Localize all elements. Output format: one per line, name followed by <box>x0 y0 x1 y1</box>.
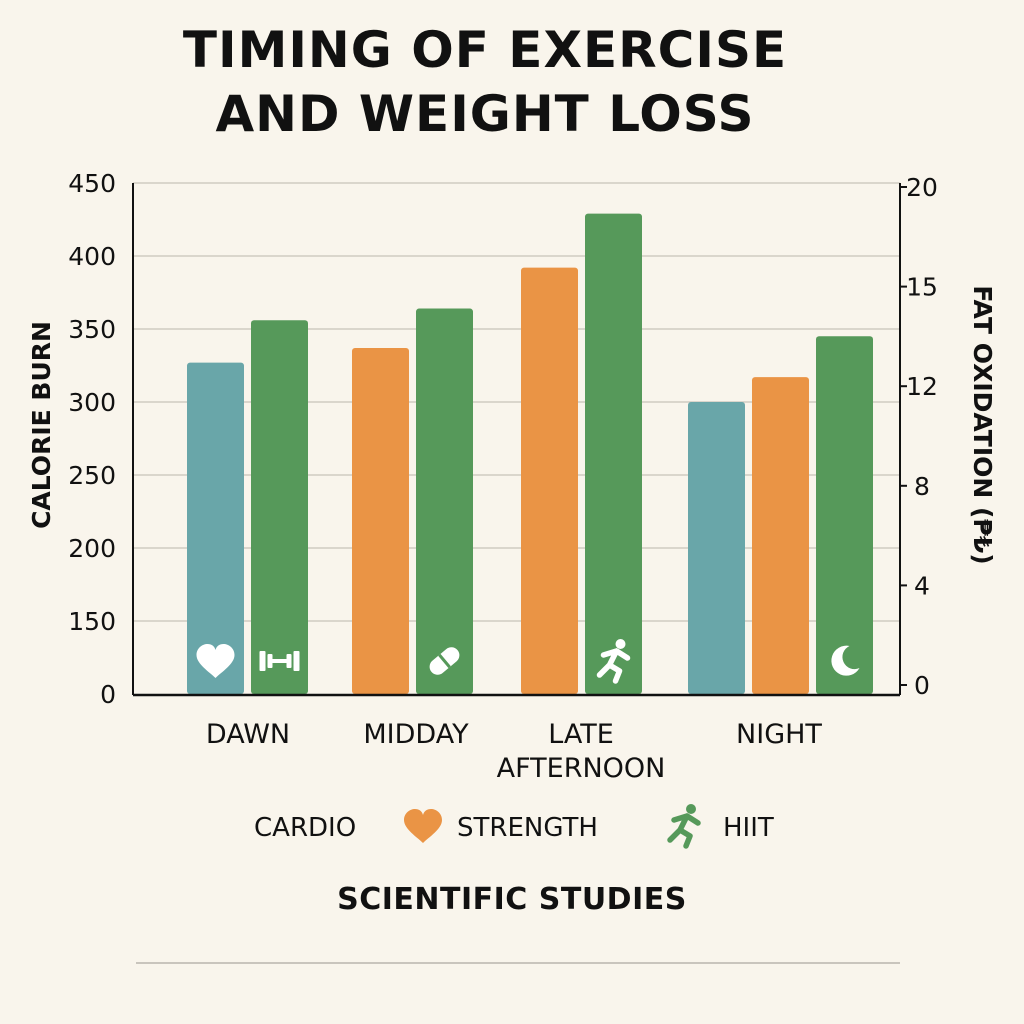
heart-shape <box>196 644 235 678</box>
bar-cardio <box>688 402 745 694</box>
chart-title-line-2: AND WEIGHT LOSS <box>215 85 755 143</box>
dumbbell-plate <box>286 654 292 668</box>
bar-strength <box>752 377 809 694</box>
dumbbell-plate <box>267 654 273 668</box>
y-tick-labels-right: 0 4 8 12 15 20 <box>900 173 938 700</box>
y2-tick-label: 15 <box>906 273 938 302</box>
bar-hiit <box>816 336 873 694</box>
y2-tick-label: 0 <box>914 671 930 700</box>
y2-tick-label: 8 <box>914 472 930 501</box>
runner-body <box>596 648 631 684</box>
y2-tick-label: 12 <box>906 372 938 401</box>
bar-hiit <box>416 308 473 694</box>
y-tick-label: 250 <box>68 461 116 490</box>
dumbbell-bar <box>272 659 287 663</box>
bar-hiit <box>585 213 642 694</box>
legend-label: CARDIO <box>254 813 356 843</box>
x-category-label: MIDDAY <box>363 719 469 750</box>
y-tick-label: 300 <box>68 388 116 417</box>
bar-hiit <box>251 320 308 694</box>
bar-strength <box>521 267 578 694</box>
y-tick-label: 350 <box>68 315 116 344</box>
legend: CARDIO STRENGTH HIIT <box>254 804 774 849</box>
moon-icon <box>831 645 860 676</box>
heart-icon <box>404 809 442 843</box>
y-tick-label: 150 <box>68 607 116 636</box>
chart-title: TIMING OF EXERCISE AND WEIGHT LOSS <box>0 18 970 146</box>
chart-title-line-1: TIMING OF EXERCISE <box>182 21 788 79</box>
bars <box>187 213 873 694</box>
runner-icon <box>596 639 631 684</box>
y-tick-label: 200 <box>68 534 116 563</box>
bar-strength <box>352 347 409 694</box>
dumbbell-icon <box>259 651 300 671</box>
dumbbell-plate <box>293 651 300 671</box>
pill-body <box>429 647 460 675</box>
pill-divider <box>438 653 451 669</box>
x-category-label: AFTERNOON <box>497 753 666 784</box>
y2-tick-label: 20 <box>906 173 938 202</box>
bar-cardio <box>187 362 244 694</box>
y2-tick-label: 4 <box>914 571 930 600</box>
runner-body <box>667 813 701 849</box>
runner-head <box>686 804 696 814</box>
legend-label: STRENGTH <box>457 813 598 843</box>
dumbbell-plate <box>259 651 266 671</box>
x-category-label: LATE <box>548 719 614 750</box>
moon-shape <box>831 645 860 676</box>
heart-shape <box>404 809 442 843</box>
runner-icon <box>667 804 701 849</box>
y-axis-title: CALORIE BURN <box>27 321 56 529</box>
y2-axis-title: FAT OXIDATION (₱₺) <box>968 285 997 564</box>
runner-head <box>615 639 626 649</box>
x-category-label: DAWN <box>206 719 290 750</box>
y-tick-label: 450 <box>68 169 116 198</box>
source-caption: SCIENTIFIC STUDIES <box>337 882 687 917</box>
y-tick-label: 400 <box>68 242 116 271</box>
pill-icon <box>429 647 460 675</box>
x-category-label: NIGHT <box>736 719 822 750</box>
y-tick-labels-left: 0 150 200 250 300 350 400 450 <box>68 169 116 709</box>
legend-label: HIIT <box>723 813 774 843</box>
y-tick-label: 0 <box>100 680 116 709</box>
heart-icon <box>196 644 235 678</box>
footer-divider <box>136 962 900 964</box>
